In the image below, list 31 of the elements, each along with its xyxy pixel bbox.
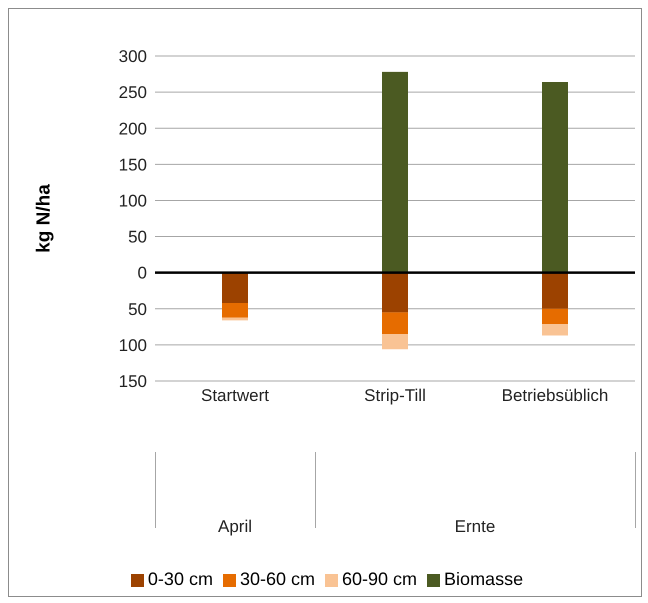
y-axis-title: kg N/ha [34,184,55,253]
y-tick-label: 100 [118,191,147,210]
bar [542,324,568,336]
bar [222,272,248,303]
y-tick-label: 150 [118,155,147,174]
x-tick-label: Strip-Till [364,386,426,406]
bar [382,334,408,350]
bar [382,72,408,273]
y-tick-label: 50 [128,300,147,319]
bar [222,317,248,320]
legend-label: 60-90 cm [342,569,418,589]
legend-label: 0-30 cm [148,569,213,589]
text: Ernte [454,517,496,537]
bar [542,272,568,309]
x-tick-label: Betriebsüblich [502,386,608,406]
y-tick-label: 0 [138,264,147,283]
y-tick-label: 300 [118,47,147,66]
x-tick-label: Startwert [200,386,270,406]
legend-label: Biomasse [444,569,524,589]
bar [382,312,408,334]
y-tick-label: 150 [118,372,147,392]
text: April [216,517,253,537]
bar [382,272,408,312]
y-tick-label: 200 [118,119,147,138]
bar [542,82,568,273]
bar [222,303,248,318]
y-tick-label: 50 [128,228,147,247]
y-tick-label: 100 [118,336,147,355]
legend-label: 30-60 cm [240,569,315,589]
bar [542,308,568,324]
y-tick-label: 250 [118,83,147,102]
